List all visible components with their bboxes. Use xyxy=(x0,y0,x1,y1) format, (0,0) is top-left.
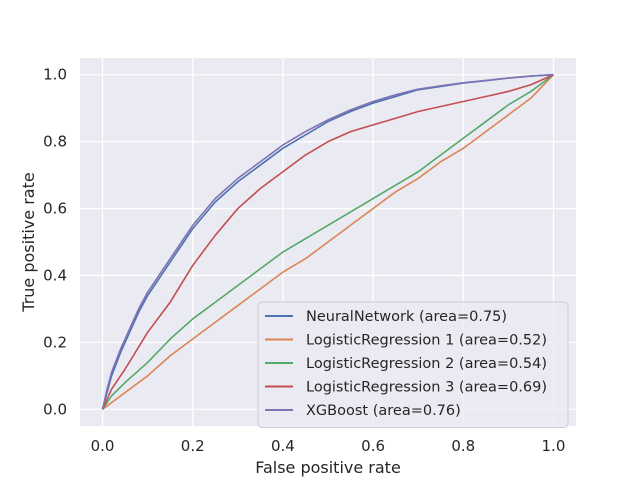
series-line xyxy=(101,73,554,410)
legend-entry: LogisticRegression 1 (area=0.52) xyxy=(306,333,547,349)
y-tick-label: 0.0 xyxy=(43,400,67,418)
x-tick-labels: 0.0 0.2 0.4 0.6 0.8 1.0 xyxy=(91,437,566,455)
legend-entry: NeuralNetwork (area=0.75) xyxy=(306,309,507,325)
legend-entry: LogisticRegression 3 (area=0.69) xyxy=(306,380,547,396)
series-line xyxy=(101,74,554,410)
legend: NeuralNetwork (area=0.75) LogisticRegress… xyxy=(257,301,569,428)
x-axis-label: False positive rate xyxy=(255,458,401,477)
series-line xyxy=(101,73,554,410)
legend-entry: LogisticRegression 2 (area=0.54) xyxy=(306,356,547,372)
y-tick-label: 0.2 xyxy=(43,333,67,351)
x-tick-label: 0.2 xyxy=(181,437,205,455)
legend-box xyxy=(257,301,569,428)
x-tick-label: 0.6 xyxy=(361,437,385,455)
y-tick-label: 0.4 xyxy=(43,266,67,284)
y-axis-label: True positive rate xyxy=(19,172,38,312)
x-tick-label: 0.4 xyxy=(271,437,295,455)
x-tick-label: 0.8 xyxy=(451,437,475,455)
y-tick-label: 0.8 xyxy=(43,133,67,151)
series-lines xyxy=(101,73,555,410)
legend-entry: XGBoost (area=0.76) xyxy=(306,403,461,419)
x-tick-label: 0.0 xyxy=(91,437,115,455)
x-tick-label: 1.0 xyxy=(542,437,566,455)
y-tick-label: 0.6 xyxy=(43,200,67,218)
y-tick-labels: 0.0 0.2 0.4 0.6 0.8 1.0 xyxy=(43,66,67,419)
y-tick-label: 1.0 xyxy=(43,66,67,84)
series-line xyxy=(102,74,555,410)
